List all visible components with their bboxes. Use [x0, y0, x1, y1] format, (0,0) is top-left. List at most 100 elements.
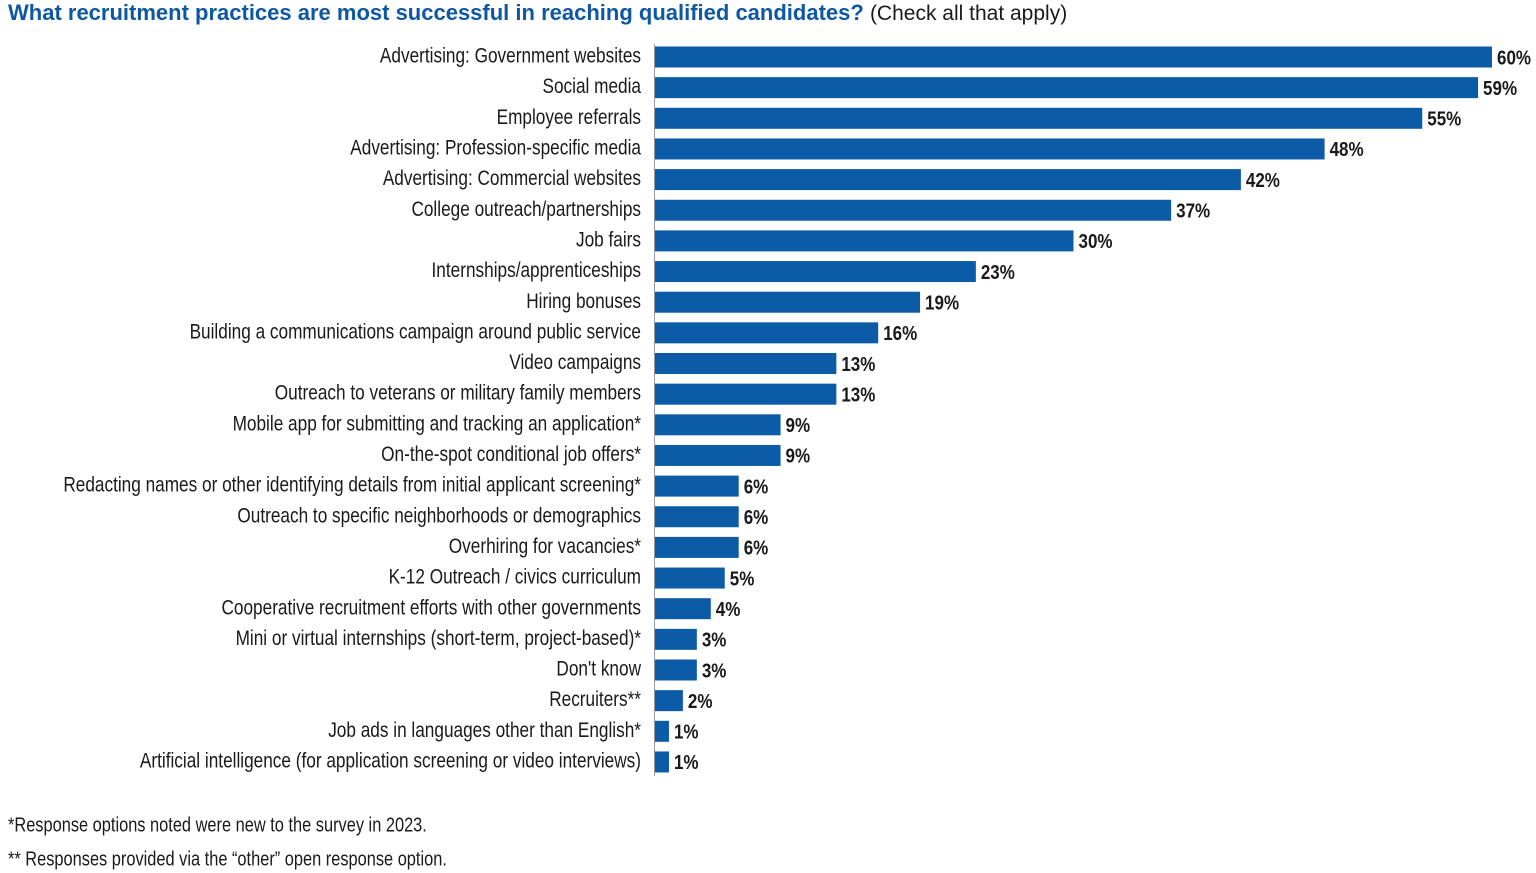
- category-label-group: Outreach to veterans or military family …: [275, 382, 641, 405]
- value-label-group: 42%: [1246, 169, 1280, 192]
- category-label-group: Job ads in languages other than English*: [328, 719, 641, 742]
- category-label-group: Employee referrals: [497, 106, 641, 129]
- category-label: Employee referrals: [497, 106, 641, 129]
- category-label-group: Don't know: [556, 658, 641, 681]
- value-label-group: 48%: [1330, 138, 1364, 161]
- value-label: 48%: [1330, 138, 1364, 161]
- footnotes: *Response options noted were new to the …: [8, 813, 447, 870]
- value-label: 13%: [841, 383, 875, 406]
- value-label-group: 2%: [688, 690, 713, 713]
- value-label-group: 60%: [1497, 46, 1531, 69]
- category-label: Job ads in languages other than English*: [328, 719, 641, 742]
- category-label-group: Advertising: Commercial websites: [383, 168, 641, 191]
- category-label: Video campaigns: [509, 352, 641, 375]
- bar: [655, 199, 1172, 221]
- value-label-group: 37%: [1176, 199, 1210, 222]
- footnote: *Response options noted were new to the …: [8, 813, 427, 836]
- category-label-group: Social media: [542, 76, 641, 99]
- value-label: 1%: [674, 720, 699, 743]
- category-label-group: K-12 Outreach / civics curriculum: [389, 566, 641, 589]
- bar: [655, 598, 711, 620]
- value-label-group: 1%: [674, 751, 699, 774]
- bar: [655, 261, 976, 283]
- value-label-group: 6%: [744, 506, 769, 529]
- category-label: Mini or virtual internships (short-term,…: [236, 627, 642, 650]
- value-label: 60%: [1497, 46, 1531, 69]
- value-label-group: 3%: [702, 628, 727, 651]
- category-label: Outreach to specific neighborhoods or de…: [237, 505, 641, 528]
- value-label: 3%: [702, 659, 727, 682]
- value-label-group: 13%: [841, 383, 875, 406]
- value-label: 9%: [786, 444, 811, 467]
- category-label-group: Outreach to specific neighborhoods or de…: [237, 505, 641, 528]
- category-label: Job fairs: [576, 229, 641, 252]
- bar: [655, 659, 697, 681]
- bar: [655, 169, 1241, 191]
- category-label-group: Advertising: Government websites: [380, 45, 641, 68]
- category-label-group: Job fairs: [576, 229, 641, 252]
- value-label-group: 30%: [1079, 230, 1113, 253]
- category-label-group: Overhiring for vacancies*: [449, 535, 642, 558]
- category-label-group: Hiring bonuses: [526, 290, 641, 313]
- bar: [655, 230, 1074, 252]
- category-label: Don't know: [556, 658, 641, 681]
- value-label: 42%: [1246, 169, 1280, 192]
- bar: [655, 475, 739, 497]
- chart-title-note: (Check all that apply): [870, 2, 1067, 25]
- category-label: Artificial intelligence (for application…: [140, 750, 641, 773]
- category-label-group: Cooperative recruitment efforts with oth…: [221, 597, 641, 620]
- value-label: 6%: [744, 506, 769, 529]
- bar: [655, 628, 697, 650]
- value-label-group: 16%: [883, 322, 917, 345]
- value-label: 2%: [688, 690, 713, 713]
- bar: [655, 383, 837, 405]
- bar: [655, 46, 1492, 68]
- value-label-group: 59%: [1483, 77, 1517, 100]
- bar: [655, 751, 669, 773]
- category-label-group: Redacting names or other identifying det…: [63, 474, 641, 497]
- category-label-group: Artificial intelligence (for application…: [140, 750, 641, 773]
- category-label: Recruiters**: [549, 689, 641, 712]
- value-label: 13%: [841, 352, 875, 375]
- category-label: Cooperative recruitment efforts with oth…: [221, 597, 641, 620]
- category-label-group: Mobile app for submitting and tracking a…: [233, 413, 642, 436]
- value-label-group: 6%: [744, 536, 769, 559]
- value-label: 5%: [730, 567, 755, 590]
- bar: [655, 414, 781, 436]
- bar: [655, 353, 837, 374]
- category-label-group: Mini or virtual internships (short-term,…: [236, 627, 642, 650]
- value-label: 30%: [1079, 230, 1113, 253]
- value-label-group: 3%: [702, 659, 727, 682]
- category-label: Overhiring for vacancies*: [449, 535, 642, 558]
- bar: [655, 107, 1423, 129]
- category-label: Outreach to veterans or military family …: [275, 382, 641, 405]
- value-label: 6%: [744, 475, 769, 498]
- value-label: 19%: [925, 291, 959, 314]
- category-label-group: Internships/apprenticeships: [432, 260, 641, 283]
- value-label: 6%: [744, 536, 769, 559]
- value-label: 9%: [786, 414, 811, 437]
- category-label: Redacting names or other identifying det…: [63, 474, 641, 497]
- bar: [655, 567, 725, 589]
- category-label-group: College outreach/partnerships: [411, 198, 641, 221]
- category-label-group: On-the-spot conditional job offers*: [381, 444, 641, 467]
- category-label: Advertising: Profession-specific media: [350, 137, 641, 160]
- value-label-group: 19%: [925, 291, 959, 314]
- category-label: On-the-spot conditional job offers*: [381, 444, 641, 467]
- category-label: Social media: [542, 76, 641, 99]
- bar: [655, 138, 1325, 160]
- category-label: College outreach/partnerships: [411, 198, 641, 221]
- value-label: 37%: [1176, 199, 1210, 222]
- bar: [655, 536, 739, 558]
- value-label-group: 5%: [730, 567, 755, 590]
- value-label: 59%: [1483, 77, 1517, 100]
- value-label-group: 9%: [786, 414, 811, 437]
- bar: [655, 291, 921, 313]
- value-label-group: 6%: [744, 475, 769, 498]
- value-label-group: 55%: [1427, 107, 1461, 130]
- category-label-group: Video campaigns: [509, 352, 641, 375]
- category-label: Advertising: Commercial websites: [383, 168, 641, 191]
- category-label: Advertising: Government websites: [380, 45, 641, 68]
- value-label-group: 23%: [981, 261, 1015, 284]
